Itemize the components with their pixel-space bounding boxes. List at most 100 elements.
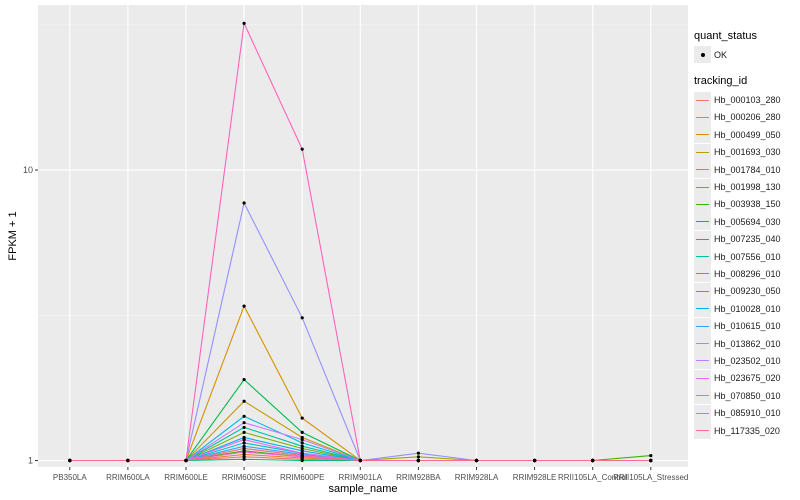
data-point [416,458,420,463]
legend: quant_status OK tracking_id Hb_000103_28… [694,30,794,439]
data-point [242,377,246,382]
legend-key-line [694,108,711,126]
data-point [300,316,304,320]
legend-label: Hb_009230_050 [714,286,781,297]
grid-lines [38,5,688,467]
legend-item-ok: OK [694,46,794,64]
legend-label: Hb_023502_010 [714,355,781,366]
data-point [242,421,246,425]
panel-background [38,5,688,467]
legend-label: Hb_117335_020 [714,425,780,436]
legend-label: Hb_010028_010 [714,303,781,314]
legend-item-hb-023675-020: Hb_023675_020 [694,369,794,387]
legend-item-hb-005694-030: Hb_005694_030 [694,213,794,231]
legend-key-line [694,248,711,266]
legend-label: Hb_007556_010 [714,251,781,262]
data-point [300,430,304,434]
legend-label: Hb_000499_050 [714,129,781,140]
y-tick-label: 10 [23,165,33,175]
data-point [242,430,246,434]
legend-key-line [694,195,711,213]
x-tick-label: RRIM600LA [106,473,150,482]
legend-item-hb-007556-010: Hb_007556_010 [694,248,794,266]
legend-label: Hb_000206_280 [714,112,781,123]
data-point [649,458,653,463]
data-point [300,147,304,151]
data-point [300,438,304,442]
data-point [474,458,479,463]
legend-item-hb-001693-030: Hb_001693_030 [694,143,794,161]
legend-key-line [694,300,711,318]
data-point [300,449,304,453]
legend-item-hb-117335-020: Hb_117335_020 [694,422,794,439]
data-point [242,304,246,308]
legend-label: Hb_000103_280 [714,95,781,106]
legend-label: Hb_005694_030 [714,216,781,227]
data-point [242,399,246,403]
legend-label: Hb_085910_010 [714,408,781,419]
legend-label: Hb_010615_010 [714,321,781,332]
y-tick-label: 1 [28,456,33,466]
data-point [300,451,304,455]
legend-title-tracking-id: tracking_id [694,75,748,88]
legend-item-hb-003938-150: Hb_003938_150 [694,195,794,213]
data-point [242,441,246,445]
legend-key-line [694,126,711,144]
x-tick-label: RRII105LA_Control [558,473,628,482]
data-point [300,441,304,445]
data-point [300,453,304,458]
legend-item-hb-001998-130: Hb_001998_130 [694,178,794,196]
legend-label: Hb_013862_010 [714,338,781,349]
data-point [416,451,420,455]
x-tick-label: RRII105LA_Stressed [613,473,688,482]
legend-label: Hb_008296_010 [714,268,781,279]
x-tick-label: PB350LA [53,473,87,482]
legend-label-ok: OK [714,49,728,60]
data-point [300,444,304,448]
legend-key-line [694,317,711,335]
data-point [242,438,246,442]
y-axis-label: FPKM + 1 [7,211,19,260]
legend-key-line [694,161,711,179]
data-point [242,414,246,418]
data-point [68,458,72,463]
legend-key-line [694,369,711,387]
legend-item-hb-000103-280: Hb_000103_280 [694,91,794,109]
x-axis-label: sample_name [328,483,397,495]
data-point [533,458,537,463]
data-point [184,458,188,463]
x-tick-label: RRIM600SE [222,473,266,482]
series-legend: Hb_000103_280 Hb_000206_280 Hb_000499_050 H… [694,91,794,439]
legend-label: Hb_001998_130 [714,182,781,193]
legend-item-hb-010615-010: Hb_010615_010 [694,317,794,335]
x-tick-label: RRIM600LE [164,473,208,482]
data-point [300,446,304,451]
x-tick-label: RRIM928LA [455,473,499,482]
data-point [242,455,246,459]
data-point [649,453,653,458]
data-point [242,457,246,461]
legend-item-hb-009230-050: Hb_009230_050 [694,282,794,300]
legend-key-line [694,91,711,109]
x-tick-label: RRIM928LE [513,473,557,482]
data-point [242,21,246,25]
legend-label: Hb_023675_020 [714,373,781,384]
legend-key-line [694,335,711,353]
legend-key-line [694,178,711,196]
data-point [358,458,362,463]
legend-item-hb-000499-050: Hb_000499_050 [694,126,794,144]
legend-item-hb-085910-010: Hb_085910_010 [694,404,794,422]
data-point [126,458,130,463]
legend-key-line [694,282,711,300]
legend-label: Hb_003938_150 [714,199,781,210]
legend-title-quant-status: quant_status [694,30,757,42]
legend-label: Hb_007235_040 [714,234,781,245]
data-point [242,425,246,430]
legend-key-point [694,46,711,64]
data-point [300,416,304,420]
legend-key-line [694,387,711,405]
legend-item-hb-007235-040: Hb_007235_040 [694,230,794,248]
legend-item-hb-000206-280: Hb_000206_280 [694,108,794,126]
legend-item-hb-013862-010: Hb_013862_010 [694,335,794,353]
